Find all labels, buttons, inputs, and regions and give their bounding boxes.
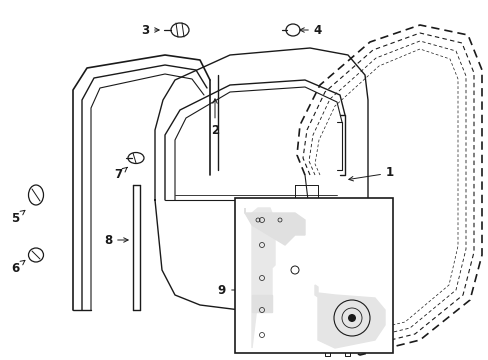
Text: 8: 8 <box>103 234 128 247</box>
Text: 10: 10 <box>283 219 318 237</box>
Text: 7: 7 <box>114 167 127 181</box>
Text: 1: 1 <box>348 166 393 181</box>
Text: 9: 9 <box>218 284 245 297</box>
Text: 6: 6 <box>11 260 25 274</box>
Text: 11: 11 <box>336 261 352 286</box>
Polygon shape <box>314 285 384 348</box>
Polygon shape <box>244 208 305 245</box>
Text: 5: 5 <box>11 210 25 225</box>
Text: 2: 2 <box>210 99 219 136</box>
Circle shape <box>347 314 355 322</box>
Text: 3: 3 <box>141 23 159 36</box>
Polygon shape <box>251 208 274 348</box>
Text: 4: 4 <box>299 23 322 36</box>
FancyBboxPatch shape <box>235 198 392 353</box>
Polygon shape <box>251 295 271 312</box>
